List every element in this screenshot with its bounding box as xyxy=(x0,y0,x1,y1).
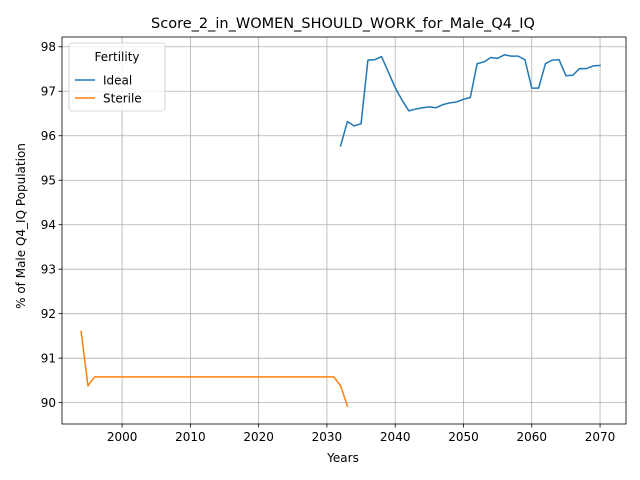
legend-label-ideal: Ideal xyxy=(103,73,132,87)
legend-entries: Ideal Sterile xyxy=(75,73,142,105)
x-axis-ticks: 2000 2010 2020 2030 2040 2050 2060 2070 xyxy=(107,424,616,444)
series-line-ideal xyxy=(339,54,601,147)
x-tick-label: 2070 xyxy=(585,430,616,444)
y-tick-label: 92 xyxy=(41,307,56,321)
x-tick-label: 2020 xyxy=(243,430,274,444)
series-line-sterile xyxy=(80,330,349,408)
plot-area-frame xyxy=(61,36,627,425)
grid-lines xyxy=(62,37,626,424)
series-lines xyxy=(80,54,601,408)
x-axis-label: Years xyxy=(326,451,359,465)
y-tick-label: 93 xyxy=(41,263,56,277)
x-tick-label: 2000 xyxy=(107,430,138,444)
chart-title: Score_2_in_WOMEN_SHOULD_WORK_for_Male_Q4… xyxy=(151,16,535,32)
y-tick-label: 97 xyxy=(41,85,56,99)
y-tick-label: 91 xyxy=(41,351,56,365)
legend-box xyxy=(68,42,166,112)
y-axis-ticks: 90 91 92 93 94 95 96 97 98 xyxy=(41,40,62,410)
y-tick-label: 90 xyxy=(41,396,56,410)
x-tick-label: 2060 xyxy=(516,430,547,444)
x-tick-label: 2050 xyxy=(448,430,479,444)
legend-title: Fertility xyxy=(94,50,139,64)
legend: Fertility Ideal Sterile xyxy=(68,42,166,112)
y-axis-label: % of Male Q4_IQ Population xyxy=(14,143,28,309)
y-tick-label: 98 xyxy=(41,40,56,54)
x-tick-label: 2030 xyxy=(312,430,343,444)
x-tick-label: 2040 xyxy=(380,430,411,444)
y-tick-label: 95 xyxy=(41,174,56,188)
y-tick-label: 94 xyxy=(41,218,56,232)
x-tick-label: 2010 xyxy=(175,430,206,444)
legend-label-sterile: Sterile xyxy=(103,91,142,105)
y-tick-label: 96 xyxy=(41,129,56,143)
